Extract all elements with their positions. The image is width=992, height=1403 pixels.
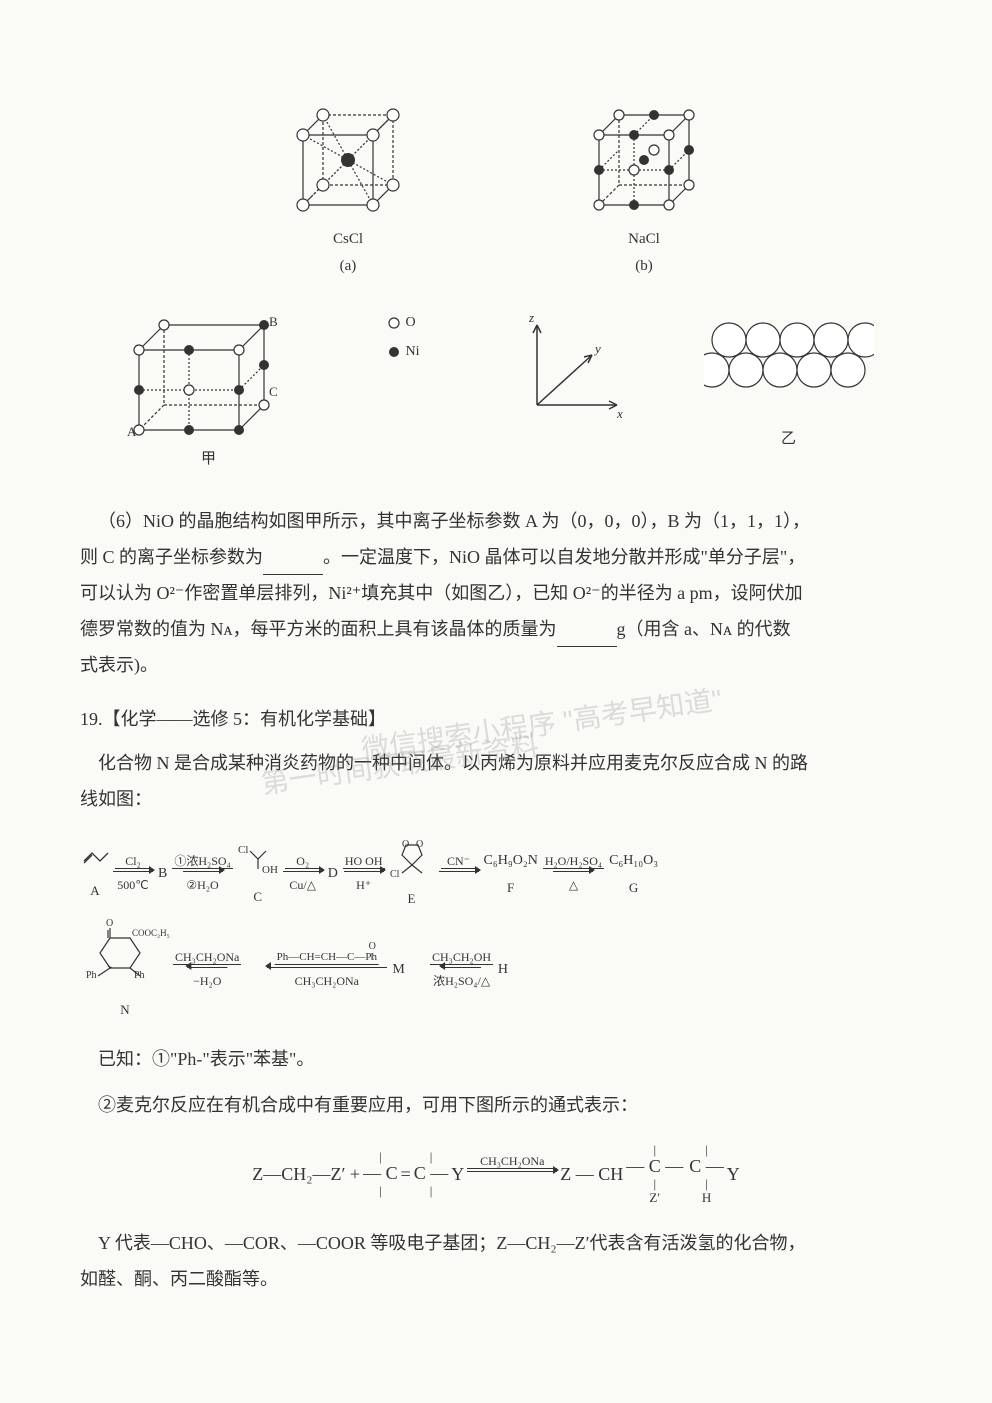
crystal-figures-second: A B C 甲 O Ni [80,310,912,473]
jia-label: 甲 [201,446,216,473]
svg-text:y: y [593,341,601,356]
svg-text:O: O [106,918,113,929]
legend-o: O [406,310,416,335]
compound-d: D [328,861,338,886]
svg-text:O: O [402,839,409,850]
svg-text:Cl: Cl [390,869,400,877]
cscl-label: (a) [340,258,357,274]
arrow-8: Ph—CH=CH—C—PhO‖ CH₃CH₂ONa [267,951,387,987]
compound-h: H [498,957,508,982]
arrow-5: CN⁻ [439,855,479,892]
q19-title: 19.【化学——选修 5：有机化学基础】 [80,703,912,735]
cscl-svg [288,100,408,220]
nio-legend: O Ni [386,310,420,473]
compound-b: B [158,861,167,886]
axes-figure: x y z [497,310,627,473]
blank-1[interactable] [263,553,323,575]
svg-text:COOC₂H₅: COOC₂H₅ [132,928,170,938]
label-A: A [127,424,137,439]
arrow-6: H₂O/H₂SO₄ △ [543,855,604,892]
arrow-9: CH₃CH₂ONa −H₂O [173,951,241,988]
compound-f: C₆H₉O₂N F [484,848,538,899]
nacl-figure: NaCl (b) [584,100,704,280]
yi-figure: 乙 [704,310,874,473]
svg-text:x: x [616,406,623,421]
michael-equation: Z—CH₂—Z′ + | — C | = | C — | Y CH₃CH₂ONa… [80,1143,912,1205]
svg-text:z: z [528,310,534,325]
q19-known-2: ②麦克尔反应在有机合成中有重要应用，可用下图所示的通式表示： [80,1087,912,1123]
q19-footer: Y 代表—CHO、—COR、—COOR 等吸电子基团；Z—CH₂—Z′代表含有活… [80,1225,912,1297]
cscl-name: CsCl [333,231,363,247]
cscl-figure: CsCl (a) [288,100,408,280]
arrow-4: HO OH H⁺ [343,855,385,892]
arrow-7: CH₃CH₂OH 浓H₂SO₄/△ [430,951,493,988]
legend-ni: Ni [406,339,420,364]
label-B: B [269,314,278,329]
reaction-scheme: A Cl₂ 500℃ B ①浓H₂SO₄ ②H₂O Cl OH C O₂ Cu/ [80,837,912,1021]
compound-e: O O Cl E [388,837,436,910]
close-packed-svg [704,310,874,420]
nacl-svg [584,100,704,220]
nacl-name: NaCl [628,231,660,247]
compound-c: Cl OH C [236,839,280,908]
arrow-1: Cl₂ 500℃ [113,855,153,892]
compound-g: C₆H₁₀O₃ G [609,848,658,899]
svg-text:Ph: Ph [86,970,97,981]
compound-a: A [80,845,110,902]
q6-text: （6）NiO 的晶胞结构如图甲所示，其中离子坐标参数 A 为（0，0，0），B … [80,503,912,683]
arrow-2: ①浓H₂SO₄ ②H₂O [172,855,232,892]
blank-2[interactable] [557,625,617,647]
jia-figure: A B C 甲 [119,310,299,473]
nio-svg: A B C [119,310,299,440]
svg-text:O: O [416,839,423,850]
label-C: C [269,384,278,399]
arrow-3: O₂ Cu/△ [283,855,323,892]
q19-intro: 化合物 N 是合成某种消炎药物的一种中间体。以丙烯为原料并应用麦克尔反应合成 N… [80,745,912,817]
compound-m: M [392,957,404,982]
crystal-figures-top: CsCl (a) [80,100,912,280]
yi-label: 乙 [781,426,796,453]
compound-n: O COOC₂H₅ Ph Ph N [80,918,170,1021]
svg-text:Cl: Cl [238,844,248,856]
nacl-label: (b) [635,258,653,274]
axes-svg: x y z [497,310,627,430]
q19-known-1: 已知：①"Ph-"表示"苯基"。 [80,1041,912,1077]
svg-text:OH: OH [262,864,278,875]
